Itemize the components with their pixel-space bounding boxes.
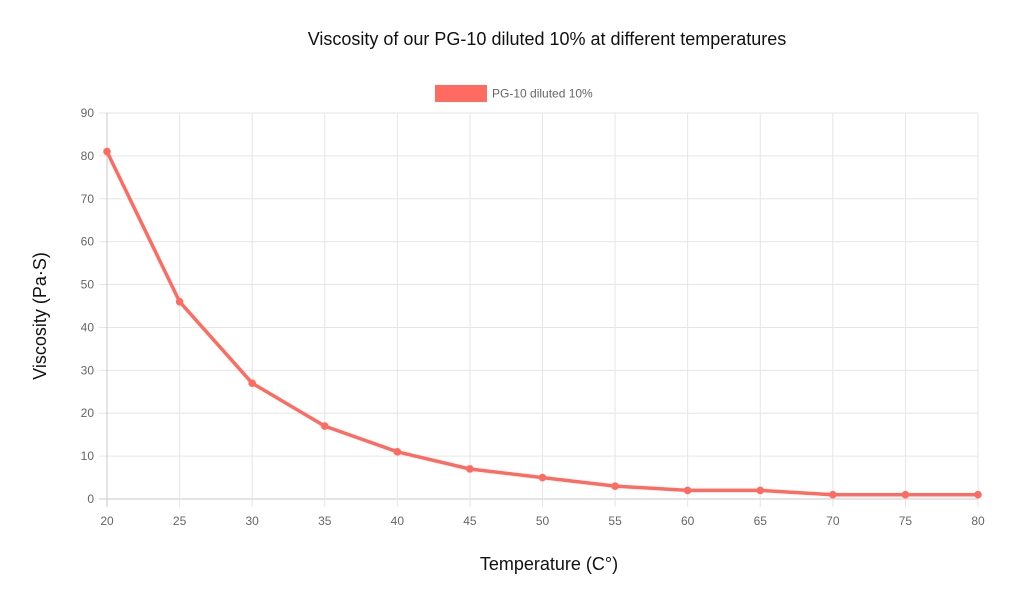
- data-point[interactable]: [974, 490, 982, 499]
- legend-swatch: [435, 85, 487, 102]
- data-point[interactable]: [611, 482, 619, 490]
- legend[interactable]: PG-10 diluted 10%: [435, 85, 593, 102]
- y-tick-label: 50: [81, 278, 95, 292]
- x-tick-label: 55: [608, 514, 622, 528]
- y-tick-label: 80: [81, 149, 95, 163]
- x-tick-label: 70: [826, 514, 840, 528]
- y-axis-ticks: 90 80 70 60 50 40 30 20 10 0: [81, 106, 95, 506]
- x-tick-label: 60: [681, 514, 695, 528]
- x-tick-label: 75: [899, 514, 913, 528]
- x-tick-label: 45: [463, 514, 477, 528]
- data-point[interactable]: [901, 490, 910, 499]
- chart-title: Viscosity of our PG-10 diluted 10% at di…: [307, 29, 787, 49]
- data-point[interactable]: [756, 486, 765, 495]
- x-axis-title: Temperature (C°): [480, 554, 618, 574]
- x-tick-label: 40: [391, 514, 405, 528]
- data-point[interactable]: [248, 379, 256, 388]
- x-tick-label: 65: [754, 514, 768, 528]
- x-tick-label: 80: [971, 514, 985, 528]
- data-point[interactable]: [683, 486, 692, 495]
- x-tick-label: 35: [318, 514, 332, 528]
- y-tick-label: 40: [81, 320, 95, 334]
- data-point[interactable]: [829, 490, 837, 499]
- y-tick-label: 30: [81, 363, 95, 377]
- y-tick-label: 10: [81, 449, 95, 463]
- x-tick-label: 25: [173, 514, 187, 528]
- y-tick-label: 20: [81, 406, 95, 420]
- y-tick-label: 60: [81, 235, 95, 249]
- y-tick-label: 90: [81, 106, 95, 120]
- y-tick-label: 70: [81, 192, 95, 206]
- x-tick-label: 50: [536, 514, 550, 528]
- y-tick-label: 0: [87, 492, 94, 506]
- series-layer: [103, 147, 982, 499]
- data-point[interactable]: [175, 297, 184, 306]
- data-point[interactable]: [103, 147, 111, 156]
- data-point[interactable]: [466, 465, 474, 473]
- legend-label: PG-10 diluted 10%: [492, 87, 593, 101]
- x-axis-ticks: 20 25 30 35 40 45 50 55 60 65 70 75 80: [100, 514, 985, 528]
- data-point[interactable]: [393, 448, 402, 456]
- data-point[interactable]: [320, 422, 329, 430]
- x-tick-label: 20: [100, 514, 114, 528]
- grid: [99, 112, 979, 507]
- y-axis-title: Viscosity (Pa·S): [30, 252, 50, 380]
- data-point[interactable]: [538, 473, 547, 482]
- x-tick-label: 30: [245, 514, 259, 528]
